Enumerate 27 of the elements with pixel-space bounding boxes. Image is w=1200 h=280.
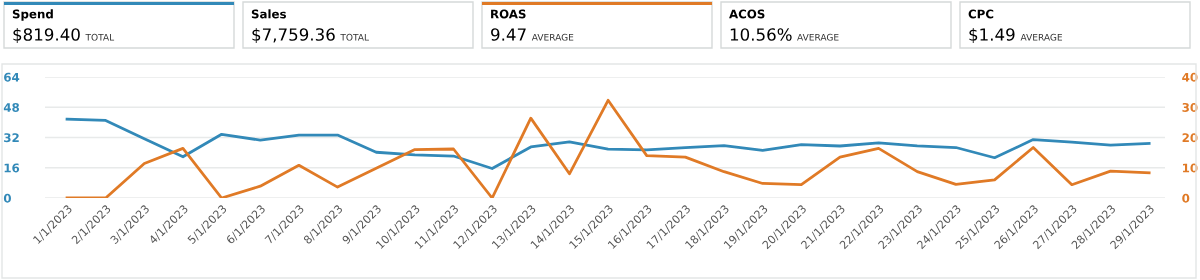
y2-tick-label: 40 xyxy=(1182,72,1198,82)
y-tick-label: 16 xyxy=(4,163,20,173)
text: Sales xyxy=(251,9,286,19)
text: $1.49 xyxy=(969,27,1015,44)
y2-tick-label: 20 xyxy=(1182,133,1198,143)
y2-tick-label: 10 xyxy=(1183,163,1198,173)
y-tick-label: 64 xyxy=(4,72,20,82)
y-tick-label: 0 xyxy=(3,193,11,203)
text: CPC xyxy=(968,9,994,19)
text: $819.40 xyxy=(13,27,80,44)
line-series xyxy=(65,98,1151,198)
text: AVERAGE xyxy=(797,33,839,41)
text: $7,759.36 xyxy=(252,27,335,44)
y2-tick-label: 30 xyxy=(1182,102,1198,112)
text: TOTAL xyxy=(85,33,115,41)
text: Spend xyxy=(12,9,53,21)
text: TOTAL xyxy=(340,33,369,41)
text: AVERAGE xyxy=(531,33,574,41)
text: 9.47 xyxy=(491,28,526,41)
y2-tick-label: 0 xyxy=(1182,193,1190,203)
text: 10.56% xyxy=(730,28,792,41)
y-tick-label: 32 xyxy=(4,133,19,143)
text: ACOS xyxy=(729,9,765,19)
text: AVERAGE xyxy=(1020,33,1063,41)
line-series xyxy=(65,117,1151,170)
y-tick-label: 48 xyxy=(3,102,20,112)
text: ROAS xyxy=(491,9,526,19)
